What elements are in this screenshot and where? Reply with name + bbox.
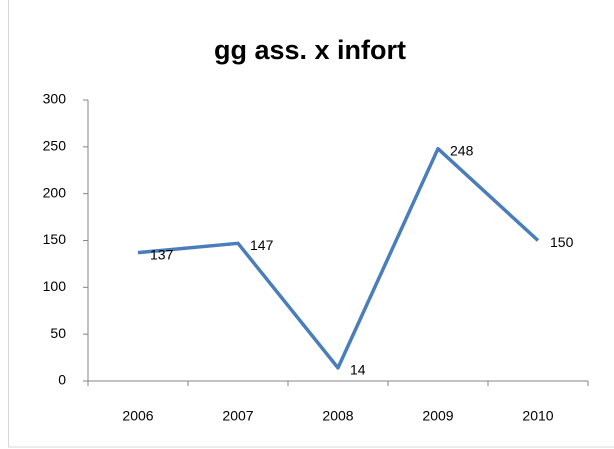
- data-label: 147: [250, 237, 274, 253]
- data-line: [137, 146, 540, 370]
- y-tick-label: 0: [58, 372, 66, 388]
- data-label: 14: [350, 362, 366, 378]
- x-tick-label: 2007: [222, 408, 253, 424]
- y-tick-label: 150: [43, 231, 67, 247]
- data-label: 137: [150, 246, 174, 262]
- x-tick-label: 2009: [422, 408, 453, 424]
- y-tick-label: 200: [43, 184, 67, 200]
- data-label: 150: [550, 234, 574, 250]
- y-tick-label: 250: [43, 138, 67, 154]
- y-tick-label: 100: [43, 278, 67, 294]
- chart-title: gg ass. x infort: [214, 35, 406, 65]
- chart-frame: [8, 0, 614, 448]
- y-tick-label: 50: [50, 325, 66, 341]
- data-label: 248: [450, 142, 474, 158]
- x-tick-label: 2010: [522, 408, 553, 424]
- x-tick-label: 2006: [122, 408, 153, 424]
- x-tick-label: 2008: [322, 408, 353, 424]
- y-tick-label: 300: [43, 91, 67, 107]
